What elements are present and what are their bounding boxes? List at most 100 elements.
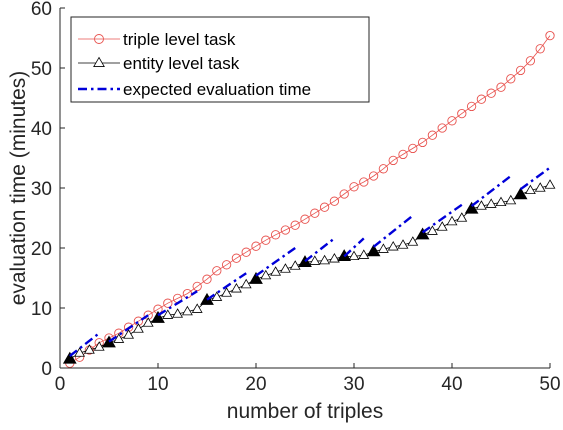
point-triple-level-task	[202, 274, 212, 284]
point-entity-level-task	[495, 196, 507, 207]
point-triple-level-task	[388, 155, 398, 166]
point-entity-level-task-filled	[102, 335, 116, 348]
point-entity-level-task	[328, 252, 340, 263]
y-tick-label: 60	[31, 0, 52, 20]
y-tick-label: 10	[31, 299, 52, 320]
point-entity-level-task	[191, 303, 203, 313]
point-entity-level-task	[485, 198, 497, 208]
point-entity-level-task	[162, 309, 174, 319]
legend-label-expected-evaluation-time: expected evaluation time	[123, 80, 311, 99]
point-triple-level-task	[486, 88, 496, 98]
point-entity-level-task	[132, 323, 144, 333]
point-triple-level-task	[300, 214, 310, 224]
segment-expected-evaluation-time	[304, 237, 336, 263]
series-line-triple-level-task	[69, 35, 551, 364]
point-triple-level-task	[349, 182, 359, 192]
point-entity-level-task	[505, 194, 517, 205]
point-entity-level-task	[113, 333, 125, 343]
point-triple-level-task	[241, 247, 251, 257]
point-entity-level-task	[142, 317, 154, 327]
point-triple-level-task	[398, 149, 408, 160]
point-triple-level-task	[466, 101, 477, 112]
point-entity-level-task-filled	[415, 227, 430, 240]
point-entity-level-task	[221, 287, 233, 297]
segment-expected-evaluation-time	[343, 237, 365, 258]
segment-expected-evaluation-time	[157, 290, 198, 317]
point-entity-level-task	[377, 243, 389, 253]
point-triple-level-task	[359, 177, 369, 187]
point-entity-level-task	[230, 282, 242, 293]
point-triple-level-task	[221, 260, 232, 270]
x-tick-label: 40	[441, 374, 462, 395]
point-entity-level-task	[260, 269, 272, 280]
point-triple-level-task	[329, 196, 340, 206]
x-tick-label: 50	[539, 374, 560, 395]
point-entity-level-task	[172, 308, 184, 318]
point-triple-level-task	[506, 74, 516, 84]
y-tick-label: 0	[41, 359, 52, 380]
point-triple-level-task	[417, 137, 428, 148]
y-tick-label: 30	[31, 179, 52, 200]
y-axis-label: evaluation time (minutes)	[7, 71, 30, 306]
point-entity-level-task	[319, 254, 331, 265]
point-triple-level-task	[270, 230, 281, 240]
tick-labels: 0 10 20 30 40 50 0 10 20 30 40 50 60	[31, 0, 561, 395]
y-tick-label: 50	[31, 59, 52, 80]
segment-expected-evaluation-time	[206, 272, 247, 301]
point-entity-level-task	[544, 179, 556, 189]
point-entity-level-task	[181, 305, 193, 316]
point-triple-level-task	[212, 266, 222, 276]
legend-label-entity-level-task: entity level task	[123, 54, 240, 73]
point-triple-level-task	[545, 30, 555, 41]
point-entity-level-task	[456, 212, 468, 222]
point-entity-level-task-filled	[151, 310, 165, 323]
point-entity-level-task	[123, 329, 135, 339]
segment-expected-evaluation-time	[69, 332, 100, 357]
legend-marker-triangle	[93, 56, 105, 67]
point-entity-level-task	[83, 344, 95, 354]
point-entity-level-task	[446, 215, 458, 226]
x-tick-label: 0	[55, 374, 66, 395]
point-entity-level-task	[270, 266, 282, 276]
point-entity-level-task	[397, 239, 409, 249]
point-entity-level-task	[240, 278, 252, 289]
segment-expected-evaluation-time	[421, 203, 463, 234]
legend-label-triple-level-task: triple level task	[123, 30, 236, 49]
point-entity-level-task-filled	[366, 244, 381, 257]
point-triple-level-task	[525, 56, 536, 66]
point-entity-level-task	[309, 255, 321, 265]
point-entity-level-task	[407, 236, 419, 246]
point-triple-level-task	[368, 171, 379, 181]
x-tick-label: 10	[147, 374, 168, 395]
point-entity-level-task	[436, 221, 448, 231]
segment-expected-evaluation-time	[255, 247, 296, 277]
point-entity-level-task	[74, 347, 86, 357]
point-entity-level-task-filled	[62, 351, 77, 364]
y-tick-label: 20	[31, 239, 52, 260]
plot-area	[62, 30, 556, 368]
point-entity-level-task-filled	[464, 201, 479, 214]
point-entity-level-task	[387, 240, 399, 251]
point-entity-level-task	[426, 225, 438, 235]
point-entity-level-task	[279, 263, 291, 273]
point-triple-level-task	[290, 220, 300, 230]
point-triple-level-task	[437, 123, 447, 133]
point-triple-level-task	[163, 298, 173, 308]
point-triple-level-task	[251, 241, 261, 251]
segment-expected-evaluation-time	[372, 214, 414, 248]
point-triple-level-task	[378, 164, 389, 174]
legend: triple level task entity level task expe…	[70, 16, 370, 103]
legend-box	[70, 16, 370, 103]
point-entity-level-task	[475, 200, 487, 210]
point-triple-level-task	[427, 130, 438, 140]
legend-marker-circle	[94, 34, 104, 44]
segment-expected-evaluation-time	[519, 166, 551, 191]
point-entity-level-task	[289, 260, 301, 270]
point-entity-level-task	[93, 341, 105, 351]
point-triple-level-task	[408, 143, 418, 154]
point-entity-level-task-filled	[298, 255, 312, 268]
point-triple-level-task	[310, 208, 320, 218]
point-triple-level-task	[447, 116, 457, 126]
point-triple-level-task	[231, 253, 242, 263]
